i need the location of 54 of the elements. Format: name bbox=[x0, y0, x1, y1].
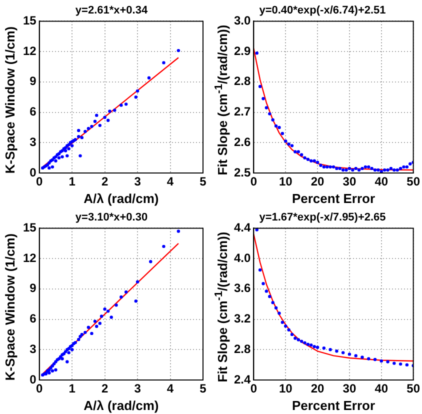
y-tick-label: 9 bbox=[30, 281, 37, 296]
y-tick-label: 3 bbox=[30, 342, 37, 356]
x-axis-title: A/λ (rad/cm) bbox=[84, 398, 159, 413]
x-tick-label: 20 bbox=[310, 382, 325, 396]
x-axis-title: Percent Error bbox=[292, 190, 376, 206]
x-tick-label: 1 bbox=[68, 174, 76, 189]
x-tick-label: 50 bbox=[406, 382, 420, 396]
y-tick-label: 4.0 bbox=[234, 250, 251, 265]
y-tick-label: 2.7 bbox=[234, 104, 251, 119]
x-tick-label: 30 bbox=[342, 382, 356, 396]
y-tick-label: 2.4 bbox=[234, 372, 251, 386]
x-tick-label: 20 bbox=[310, 174, 325, 189]
x-tick-label: 40 bbox=[374, 174, 388, 189]
x-tick-label: 5 bbox=[200, 382, 207, 396]
x-axis-title: Percent Error bbox=[292, 398, 376, 413]
chart-title: y=2.61*x+0.34 bbox=[75, 4, 148, 17]
chart-title: y=3.10*x+0.30 bbox=[75, 212, 148, 224]
x-tick-label: 40 bbox=[374, 382, 388, 396]
x-tick-label: 2 bbox=[101, 174, 108, 189]
y-tick-label: 6 bbox=[30, 104, 37, 119]
x-tick-label: 4 bbox=[166, 382, 174, 396]
y-tick-label: 12 bbox=[22, 44, 37, 58]
y-tick-label: 3.0 bbox=[234, 14, 251, 28]
x-tick-label: 4 bbox=[166, 174, 174, 189]
x-tick-label: 2 bbox=[101, 382, 108, 396]
x-axis-title: A/λ (rad/cm) bbox=[84, 190, 159, 206]
y-tick-label: 3 bbox=[30, 134, 37, 149]
x-tick-label: 10 bbox=[278, 382, 293, 396]
y-tick-label: 6 bbox=[30, 312, 37, 326]
y-tick-label: 9 bbox=[30, 74, 37, 88]
y-tick-label: 2.6 bbox=[234, 134, 251, 149]
y-tick-label: 0 bbox=[30, 165, 37, 180]
x-tick-label: 50 bbox=[406, 174, 420, 189]
y-tick-label: 3.2 bbox=[234, 312, 251, 326]
y-axis-title: K-Space Window (1/cm) bbox=[2, 233, 18, 381]
x-tick-label: 1 bbox=[68, 382, 76, 396]
x-tick-label: 5 bbox=[200, 174, 207, 189]
y-tick-label: 2.9 bbox=[234, 44, 251, 58]
y-tick-label: 0 bbox=[30, 372, 37, 386]
y-tick-label: 2.5 bbox=[234, 165, 251, 180]
x-tick-label: 30 bbox=[342, 174, 356, 189]
y-tick-label: 2.8 bbox=[234, 342, 251, 356]
y-axis-title: K-Space Window (1/cm) bbox=[2, 26, 18, 174]
x-tick-label: 10 bbox=[278, 174, 293, 189]
y-tick-label: 15 bbox=[22, 220, 37, 235]
y-tick-label: 2.8 bbox=[234, 74, 251, 88]
x-tick-label: 3 bbox=[134, 174, 142, 189]
y-tick-label: 15 bbox=[22, 14, 37, 28]
y-tick-label: 4.4 bbox=[234, 220, 251, 235]
y-tick-label: 12 bbox=[22, 250, 37, 265]
chart-title: y=1.67*exp(-x/7.95)+2.65 bbox=[259, 212, 386, 224]
x-tick-label: 3 bbox=[134, 382, 142, 396]
y-tick-label: 3.6 bbox=[234, 281, 251, 296]
chart-title: y=0.40*exp(-x/6.74)+2.51 bbox=[259, 4, 386, 17]
